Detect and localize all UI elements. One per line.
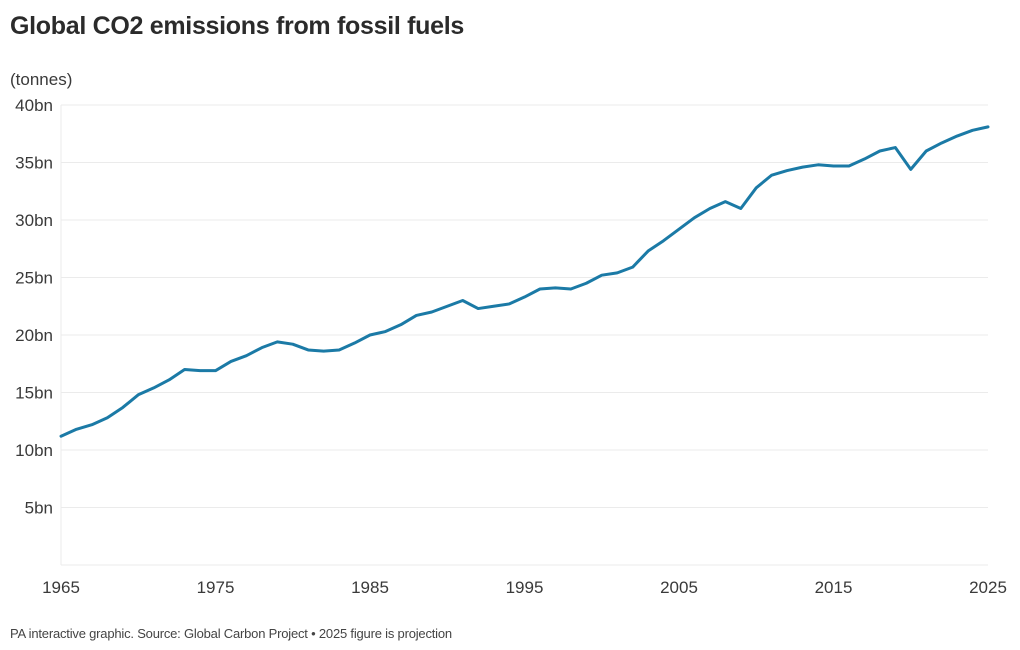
x-tick-label: 1965 [42,578,80,597]
chart-title: Global CO2 emissions from fossil fuels [10,12,464,40]
y-axis-ticks: 5bn 10bn 15bn 20bn 25bn 30bn 35bn 40bn [15,96,53,518]
y-tick-label: 5bn [25,499,53,518]
x-tick-label: 2015 [815,578,853,597]
y-tick-label: 10bn [15,441,53,460]
y-tick-label: 25bn [15,269,53,288]
y-tick-label: 15bn [15,384,53,403]
y-tick-label: 20bn [15,326,53,345]
x-tick-label: 1975 [197,578,235,597]
y-tick-label: 35bn [15,154,53,173]
series-line-co2-emissions [59,125,990,438]
x-tick-label: 2005 [660,578,698,597]
x-tick-label: 2025 [969,578,1007,597]
x-tick-label: 1995 [506,578,544,597]
y-tick-label: 30bn [15,211,53,230]
source-note: PA interactive graphic. Source: Global C… [10,626,452,641]
series-group [59,125,990,438]
y-tick-label: 40bn [15,96,53,115]
x-tick-label: 1985 [351,578,389,597]
gridlines [60,104,988,566]
y-axis-unit-label: (tonnes) [10,70,73,89]
x-axis-ticks: 1965 1975 1985 1995 2005 2015 2025 [42,578,1007,597]
